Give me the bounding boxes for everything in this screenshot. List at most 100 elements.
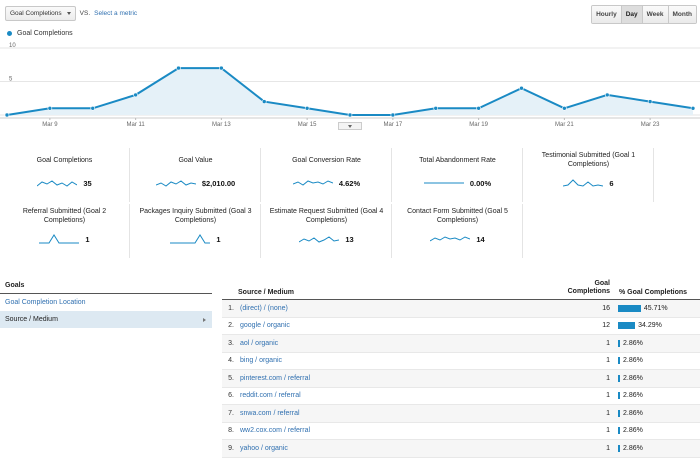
x-tick-label: Mar 17	[384, 122, 403, 128]
time-week-button[interactable]: Week	[641, 6, 668, 23]
goals-item-source-medium[interactable]: Source / Medium	[0, 311, 212, 328]
x-tick-label: Mar 19	[469, 122, 488, 128]
time-month-button[interactable]: Month	[667, 6, 696, 23]
pct-cell: 2.86%	[610, 374, 643, 382]
table-row: 9. yahoo / organic 1 2.86%	[222, 440, 700, 458]
x-tick-label: Mar 11	[127, 122, 146, 128]
metric-row: $2,010.00	[131, 177, 260, 189]
time-hourly-button[interactable]: Hourly	[592, 6, 621, 23]
metric-value: 0.00%	[469, 178, 492, 188]
y-tick-label: 10	[9, 43, 16, 49]
metric-value: 4.62%	[338, 178, 361, 188]
pct-value: 45.71%	[643, 304, 668, 312]
data-point	[690, 106, 696, 111]
table-row: 1. (direct) / (none) 16 45.71%	[222, 300, 700, 318]
data-point	[347, 112, 353, 118]
sparkline-chart	[170, 234, 211, 244]
source-link[interactable]: bing / organic	[240, 357, 283, 365]
source-link[interactable]: google / organic	[240, 322, 290, 330]
metric-card[interactable]: Packages Inquiry Submitted (Goal 3 Compl…	[131, 204, 261, 258]
metric-value: $2,010.00	[201, 178, 236, 188]
pct-bar	[618, 444, 620, 452]
metric-card[interactable]: Goal Completions 35	[0, 148, 130, 202]
source-link[interactable]: (direct) / (none)	[240, 304, 288, 312]
metric-card[interactable]: Referral Submitted (Goal 2 Completions) 1	[0, 204, 130, 258]
sparkline-chart	[299, 236, 340, 243]
sparkline	[563, 179, 604, 187]
metric-row: 1	[0, 233, 129, 245]
sparkline-chart	[423, 182, 464, 184]
col-header-source[interactable]: Source / Medium	[238, 289, 295, 296]
pct-cell: 2.86%	[610, 427, 643, 435]
source-link[interactable]: aol / organic	[240, 339, 279, 347]
data-point	[562, 106, 567, 111]
data-point	[47, 106, 53, 111]
table-row: 2. google / organic 12 34.29%	[222, 318, 700, 335]
pct-bar	[618, 357, 620, 365]
chart-collapse-handle[interactable]	[338, 122, 362, 130]
goal-completions-value: 16	[602, 304, 610, 312]
metric-card[interactable]: Goal Value $2,010.00	[131, 148, 261, 202]
source-link[interactable]: ww2.cox.com / referral	[240, 427, 311, 435]
table-body: 1. (direct) / (none) 16 45.71% 2. google / or…	[222, 300, 700, 458]
metric-value: 14	[476, 234, 485, 244]
row-index: 7.	[228, 409, 234, 417]
metric-value: 13	[345, 234, 354, 244]
metric-value: 35	[83, 178, 92, 188]
pct-cell: 2.86%	[610, 392, 643, 400]
metric-label: Goal Conversion Rate	[292, 157, 361, 164]
data-point	[519, 85, 524, 91]
data-point	[433, 106, 439, 111]
row-index: 8.	[228, 427, 234, 435]
pct-cell: 2.86%	[610, 357, 643, 365]
metric-row: 4.62%	[262, 177, 391, 189]
goals-item-location[interactable]: Goal Completion Location	[0, 294, 212, 311]
goal-completions-value: 1	[606, 409, 610, 417]
sparkline-chart	[37, 180, 78, 187]
source-link[interactable]: pinterest.com / referral	[240, 374, 311, 382]
source-medium-table: Source / Medium Goal Completions % Goal …	[222, 280, 700, 458]
data-point	[476, 106, 481, 111]
select-metric-link[interactable]: Select a metric	[94, 10, 138, 17]
metric-card[interactable]: Testimonial Submitted (Goal 1 Completion…	[524, 148, 654, 202]
metric-card[interactable]: Goal Conversion Rate 4.62%	[262, 148, 392, 202]
col-header-pct[interactable]: % Goal Completions	[619, 289, 688, 296]
metric-card[interactable]: Contact Form Submitted (Goal 5 Completio…	[393, 204, 523, 258]
goals-item-label: Goal Completion Location	[5, 299, 86, 306]
data-point	[390, 112, 396, 118]
col-header-goal-completions[interactable]: Goal Completions	[567, 280, 610, 295]
chevron-right-icon	[203, 317, 206, 322]
pct-cell: 45.71%	[610, 304, 668, 312]
row-index: 5.	[228, 374, 234, 382]
sparkline	[299, 236, 340, 243]
vs-label: VS.	[79, 10, 91, 17]
time-day-button[interactable]: Day	[620, 6, 642, 23]
data-point	[176, 65, 181, 71]
metric-card[interactable]: Estimate Request Submitted (Goal 4 Compl…	[262, 204, 392, 258]
sparkline	[292, 180, 333, 186]
row-index: 6.	[228, 392, 234, 400]
metric-dropdown-label: Goal Completions	[10, 10, 62, 17]
metric-label: Testimonial Submitted (Goal 1 Completion…	[541, 152, 636, 168]
time-granularity-toggle: Hourly Day Week Month	[591, 5, 697, 24]
table-row: 3. aol / organic 1 2.86%	[222, 335, 700, 353]
goals-item-label: Source / Medium	[5, 316, 58, 323]
pct-value: 2.86%	[623, 357, 643, 365]
goal-completions-value: 1	[606, 374, 610, 382]
goal-completions-value: 1	[606, 392, 610, 400]
metric-card[interactable]: Total Abandonment Rate 0.00%	[393, 148, 523, 202]
goal-completions-value: 1	[606, 339, 610, 347]
metric-label: Total Abandonment Rate	[419, 157, 496, 164]
source-link[interactable]: snwa.com / referral	[240, 409, 300, 417]
source-link[interactable]: yahoo / organic	[240, 444, 288, 452]
source-link[interactable]: reddit.com / referral	[240, 392, 301, 400]
data-point	[261, 99, 267, 104]
metric-label: Packages Inquiry Submitted (Goal 3 Compl…	[139, 208, 252, 224]
data-point	[304, 106, 310, 111]
sparkline-chart	[292, 180, 333, 186]
metric-label: Estimate Request Submitted (Goal 4 Compl…	[269, 208, 384, 224]
metric-dropdown[interactable]: Goal Completions	[5, 6, 76, 21]
legend-dot-icon	[7, 31, 12, 36]
goals-heading: Goals	[0, 282, 212, 294]
pct-value: 2.86%	[623, 427, 643, 435]
